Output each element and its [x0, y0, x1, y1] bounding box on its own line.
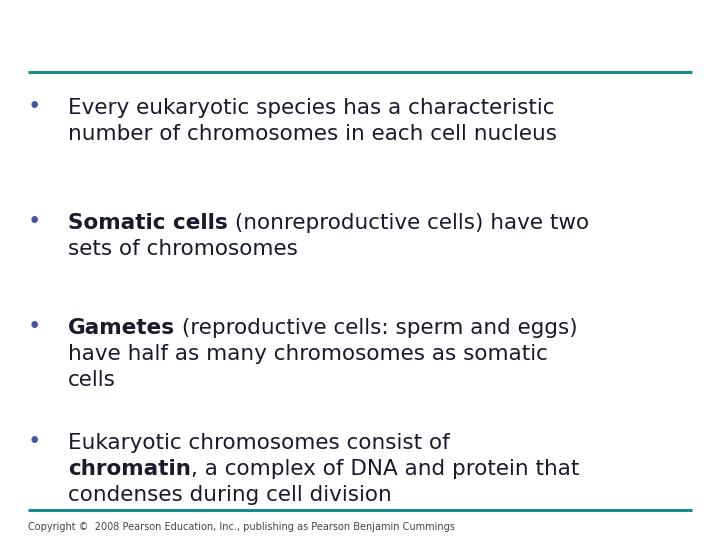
Text: Every eukaryotic species has a characteristic: Every eukaryotic species has a character… [68, 98, 554, 118]
Text: Copyright ©  2008 Pearson Education, Inc., publishing as Pearson Benjamin Cummin: Copyright © 2008 Pearson Education, Inc.… [28, 522, 455, 532]
Text: have half as many chromosomes as somatic: have half as many chromosomes as somatic [68, 344, 548, 364]
Text: (reproductive cells: sperm and eggs): (reproductive cells: sperm and eggs) [175, 318, 577, 338]
Text: Eukaryotic chromosomes consist of: Eukaryotic chromosomes consist of [68, 433, 450, 453]
Text: sets of chromosomes: sets of chromosomes [68, 239, 298, 259]
Text: cells: cells [68, 370, 116, 390]
Text: Somatic cells: Somatic cells [68, 213, 228, 233]
Text: , a complex of DNA and protein that: , a complex of DNA and protein that [191, 459, 580, 479]
Text: •: • [27, 315, 41, 338]
Text: condenses during cell division: condenses during cell division [68, 485, 392, 505]
Text: chromatin: chromatin [68, 459, 191, 479]
Text: number of chromosomes in each cell nucleus: number of chromosomes in each cell nucle… [68, 124, 557, 144]
Text: Gametes: Gametes [68, 318, 175, 338]
Text: (nonreproductive cells) have two: (nonreproductive cells) have two [228, 213, 589, 233]
Text: •: • [27, 95, 41, 118]
Text: •: • [27, 430, 41, 453]
Text: •: • [27, 210, 41, 233]
